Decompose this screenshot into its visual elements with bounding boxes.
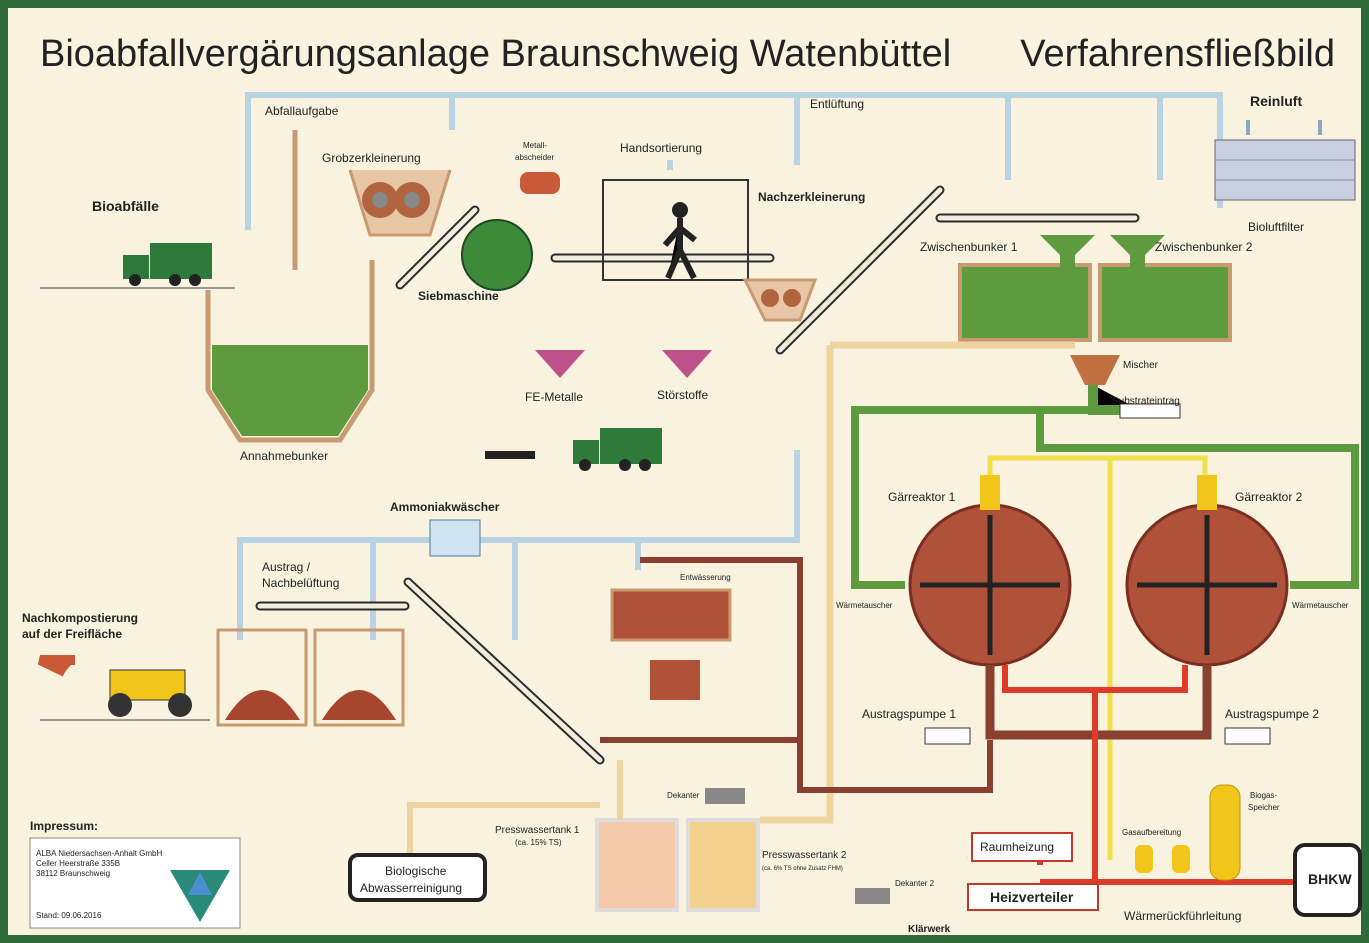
sieve — [461, 219, 533, 291]
dewatering — [610, 588, 732, 700]
label: Bioluftfilter — [1248, 220, 1304, 234]
label: Nachbelüftung — [262, 576, 339, 590]
reject-arrows — [535, 350, 712, 378]
compost — [37, 628, 405, 727]
label: abscheider — [515, 153, 554, 162]
label: Grobzerkleinerung — [322, 151, 421, 165]
label: Entwässerung — [680, 573, 731, 582]
impressum-line: ALBA Niedersachsen-Anhalt GmbH — [36, 849, 163, 858]
label: Metall- — [523, 141, 547, 150]
label: Austragspumpe 2 — [1225, 707, 1319, 721]
label: Handsortierung — [620, 141, 702, 155]
label: Annahmebunker — [240, 449, 328, 463]
impressum-heading: Impressum: — [30, 819, 98, 833]
scrubber — [429, 519, 481, 557]
impressum: Impressum: ALBA Niedersachsen-Anhalt Gmb… — [29, 819, 241, 929]
truck — [40, 243, 235, 289]
water-line — [760, 341, 1075, 824]
label: Mischer — [1123, 360, 1159, 371]
label: Biologische — [385, 864, 447, 878]
label: Klärwerk — [908, 924, 951, 935]
heating-loop — [851, 406, 1359, 589]
label: (ca. 6% TS ohne Zusatz FHM) — [762, 866, 843, 872]
worker — [662, 202, 697, 280]
labels: Abfallaufgabe Grobzerkleinerung Metall- … — [22, 93, 1352, 935]
magnet — [520, 172, 560, 194]
label: Abwasserreinigung — [360, 881, 462, 895]
bunker — [205, 130, 375, 443]
label: Gasaufbereitung — [1122, 828, 1181, 837]
label: BHKW — [1308, 871, 1352, 887]
label: Nachzerkleinerung — [758, 190, 865, 204]
truck-2 — [485, 428, 662, 471]
label: Austrag / — [262, 560, 311, 574]
label: Substrateintrag — [1112, 396, 1180, 407]
impressum-date: Stand: 09.06.2016 — [36, 911, 102, 920]
label: auf der Freifläche — [22, 627, 122, 641]
interim-bunkers — [958, 235, 1232, 419]
subtitle: Verfahrensfließbild — [1020, 33, 1335, 75]
gas-line — [987, 455, 1208, 860]
title: Bioabfallvergärungsanlage Braunschweig W… — [40, 33, 951, 75]
impressum-line: 38112 Braunschweig — [36, 869, 110, 878]
label: Gärreaktor 1 — [888, 490, 956, 504]
label: Zwischenbunker 1 — [920, 240, 1018, 254]
label: Siebmaschine — [418, 289, 499, 303]
label: Raumheizung — [980, 840, 1054, 854]
sorting-cabin — [602, 179, 749, 281]
label: Presswassertank 1 — [495, 825, 580, 836]
label: Gärreaktor 2 — [1235, 490, 1303, 504]
post-shredder — [742, 278, 818, 322]
label: Heizverteiler — [990, 889, 1074, 905]
label: Bioabfälle — [92, 198, 159, 214]
background — [8, 8, 1361, 935]
label: Dekanter 2 — [895, 879, 935, 888]
label: Entlüftung — [810, 97, 864, 111]
label: Speicher — [1248, 803, 1280, 812]
label: Presswassertank 2 — [762, 850, 847, 861]
label: Ammoniakwäscher — [390, 500, 500, 514]
label: Wärmetauscher — [1292, 601, 1349, 610]
label: Störstoffe — [657, 388, 708, 402]
label: Wärmetauscher — [836, 601, 893, 610]
logo-mark — [188, 872, 212, 895]
label: Wärmerückführleitung — [1124, 909, 1241, 923]
reactors — [600, 475, 1289, 890]
tanks — [348, 760, 890, 912]
label: (ca. 15% TS) — [515, 838, 562, 847]
label: Austragspumpe 1 — [862, 707, 956, 721]
impressum-line: Celler Heerstraße 335B — [36, 859, 120, 868]
logo — [170, 870, 230, 922]
conveyors — [255, 185, 1140, 765]
label: Biogas- — [1250, 791, 1277, 800]
label: FE-Metalle — [525, 390, 583, 404]
label: Dekanter — [667, 791, 700, 800]
label: Nachkompostierung — [22, 611, 138, 625]
biofilter — [1214, 120, 1356, 201]
label: Reinluft — [1250, 93, 1302, 109]
label: Abfallaufgabe — [265, 104, 339, 118]
shredder — [348, 169, 452, 237]
energy — [967, 784, 1362, 917]
label: Zwischenbunker 2 — [1155, 240, 1253, 254]
